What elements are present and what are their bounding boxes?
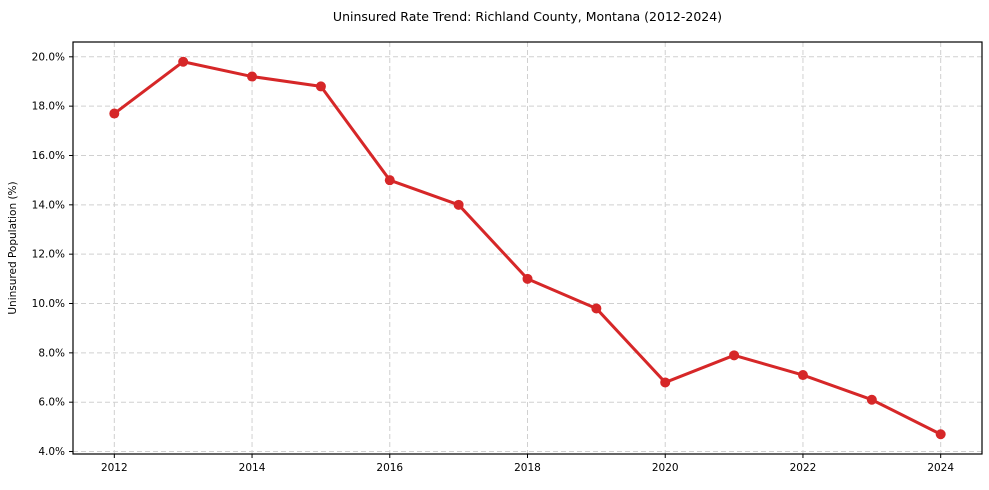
data-point-marker [453,199,464,210]
data-point-marker [591,303,602,314]
data-point-marker [797,370,808,381]
y-tick-label: 4.0% [38,446,65,458]
y-tick-label: 8.0% [38,347,65,359]
chart-title: Uninsured Rate Trend: Richland County, M… [332,9,723,24]
x-tick-label: 2018 [514,462,541,474]
data-point-marker [729,350,740,361]
y-tick-label: 18.0% [32,101,65,113]
data-point-marker [178,56,189,67]
y-tick-label: 14.0% [32,199,65,211]
x-tick-label: 2016 [376,462,403,474]
x-tick-label: 2014 [239,462,266,474]
data-point-marker [660,377,671,388]
x-tick-label: 2024 [927,462,954,474]
data-point-marker [522,273,533,284]
y-tick-label: 10.0% [32,298,65,310]
data-point-marker [315,81,326,92]
data-point-marker [109,108,120,119]
data-point-marker [247,71,258,82]
x-tick-label: 2012 [101,462,128,474]
y-tick-label: 12.0% [32,249,65,261]
plot-border [72,41,983,455]
x-tick-label: 2022 [790,462,817,474]
y-tick-label: 16.0% [32,150,65,162]
data-point-marker [384,175,395,186]
data-point-marker [935,429,946,440]
x-tick-label: 2020 [652,462,679,474]
y-tick-label: 20.0% [32,51,65,63]
data-point-marker [866,394,877,405]
y-tick-label: 6.0% [38,397,65,409]
